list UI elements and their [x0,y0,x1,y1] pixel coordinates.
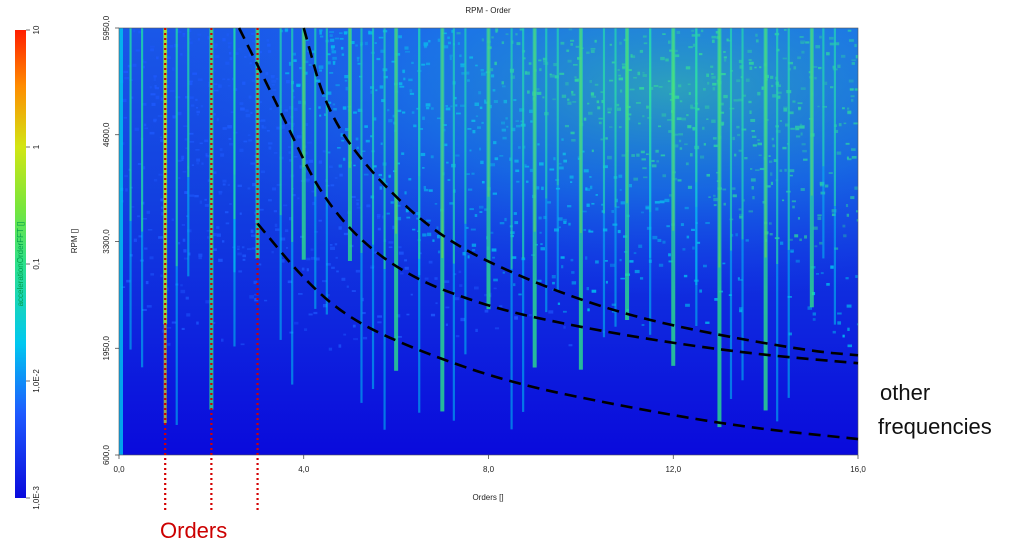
heatmap-speckle [842,334,845,338]
colorbar-tick-label: 0,1 [32,258,41,270]
other-annotation-line2: frequencies [878,414,992,439]
colorbar-label: accelerationOrderFFT [] [16,222,25,307]
heatmap-speckle [338,344,342,348]
dashed-curve [237,27,859,365]
colorbar-tick-label: 1,0E-2 [32,369,41,393]
dashed-curve [256,222,859,441]
other-frequency-curves [237,27,859,441]
heatmap-speckle [167,342,171,346]
heatmap-speckle [353,338,358,341]
x-tick-label: 12,0 [665,465,681,474]
colorbar-tick-label: 1,0E-3 [32,486,41,510]
y-axis-label: RPM [] [70,229,79,253]
other-annotation-line1: other [880,380,930,405]
orders-annotation: Orders [160,518,227,543]
x-axis-label: Orders [] [472,493,503,502]
heatmap-speckle [221,338,224,342]
heatmap-speckle [304,328,308,331]
colorbar-gradient [15,30,26,498]
heatmap-speckle [847,344,852,348]
heatmap-glow [119,28,858,328]
y-axis-ticks: 600,0 1950,0 3300,0 4600,0 5950,0 [102,15,119,465]
heatmap-speckle [455,335,460,338]
x-tick-label: 8,0 [483,465,495,474]
heatmap-speckle [847,327,850,331]
colorbar-ticks: 1,0E-3 1,0E-2 0,1 1 10 [26,25,41,510]
y-tick-label: 3300,0 [102,229,111,254]
heatmap-speckle [475,328,478,332]
y-tick-label: 4600,0 [102,122,111,147]
heatmap-speckle [568,344,573,347]
chart-title: RPM - Order [465,6,511,15]
colorbar-tick-label: 10 [32,25,41,34]
x-tick-label: 4,0 [298,465,310,474]
y-tick-label: 600,0 [102,444,111,465]
heatmap-speckle [328,347,333,351]
y-tick-label: 1950,0 [102,335,111,360]
y-tick-label: 5950,0 [102,15,111,40]
x-axis-ticks: 0,0 4,0 8,0 12,0 16,0 [113,455,866,474]
order-lines [164,28,259,510]
heatmap-speckle [343,333,347,336]
heatmap-speckle [788,332,792,336]
plot-area [118,27,859,456]
heatmap-speckle [857,71,858,74]
heatmap-speckle [362,336,368,340]
heatmap-speckle [397,335,402,338]
x-tick-label: 0,0 [113,465,125,474]
heatmap-speckle [494,327,500,330]
x-tick-label: 16,0 [850,465,866,474]
heatmap-speckle [832,330,836,334]
heatmap-speckle [240,343,245,346]
heatmap-speckle [181,327,185,330]
colorbar-tick-label: 1 [32,144,41,149]
colorbar: 1,0E-3 1,0E-2 0,1 1 10 accelerationOrderFFT … [15,25,41,510]
